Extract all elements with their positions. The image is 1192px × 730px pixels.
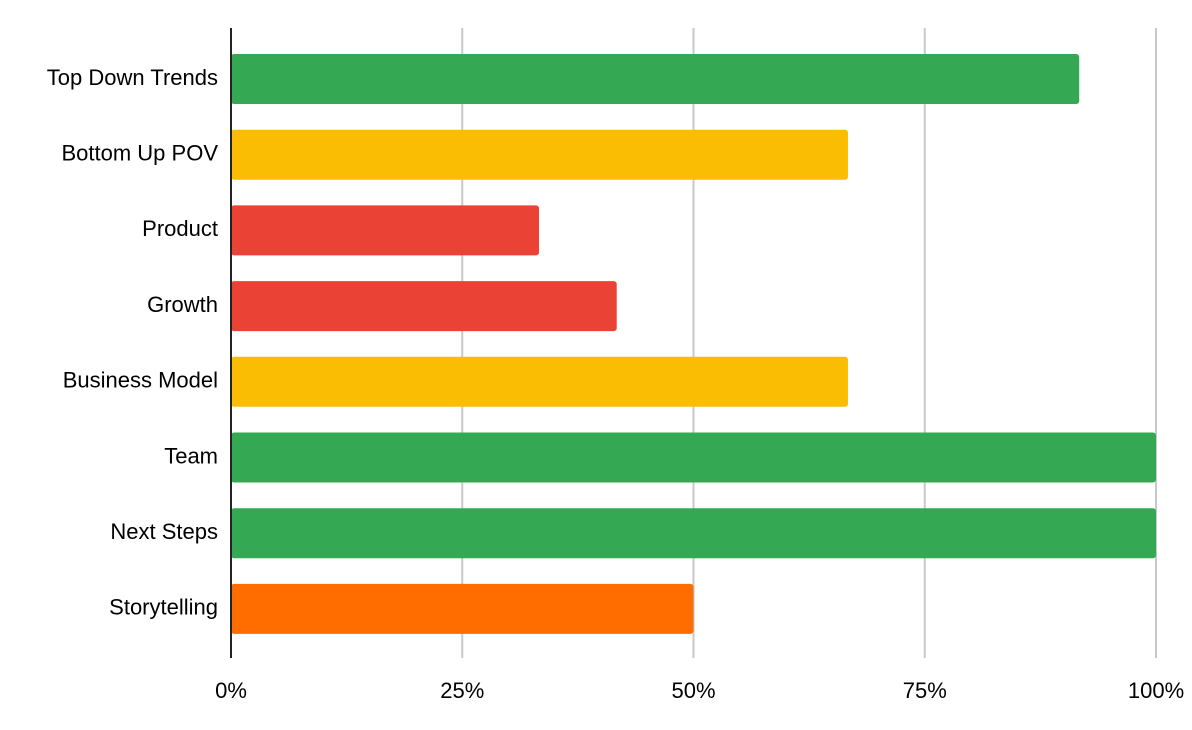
bar — [231, 54, 1080, 104]
x-tick-label: 50% — [671, 678, 715, 703]
category-label: Team — [164, 443, 218, 468]
bar — [231, 356, 848, 407]
category-label: Bottom Up POV — [61, 141, 218, 166]
bar — [231, 281, 617, 332]
category-label: Product — [142, 216, 218, 241]
x-tick-label: 0% — [215, 678, 247, 703]
grid-lines — [461, 28, 1157, 658]
x-tick-label: 100% — [1128, 678, 1184, 703]
x-tick-labels: 0% 25% 50% 75% 100% — [215, 678, 1184, 703]
x-tick-label: 25% — [440, 678, 484, 703]
bars — [231, 54, 1156, 634]
bar — [231, 129, 848, 180]
category-label: Business Model — [63, 368, 218, 393]
bar — [231, 508, 1156, 559]
x-tick-label: 75% — [903, 678, 947, 703]
category-label: Top Down Trends — [47, 65, 218, 90]
category-label: Next Steps — [110, 519, 218, 544]
category-label: Growth — [147, 292, 218, 317]
category-labels: Top Down Trends Bottom Up POV Product Growt… — [47, 65, 219, 620]
category-label: Storytelling — [109, 595, 218, 620]
bar — [231, 583, 694, 634]
bar — [231, 205, 540, 256]
bar — [231, 432, 1156, 483]
